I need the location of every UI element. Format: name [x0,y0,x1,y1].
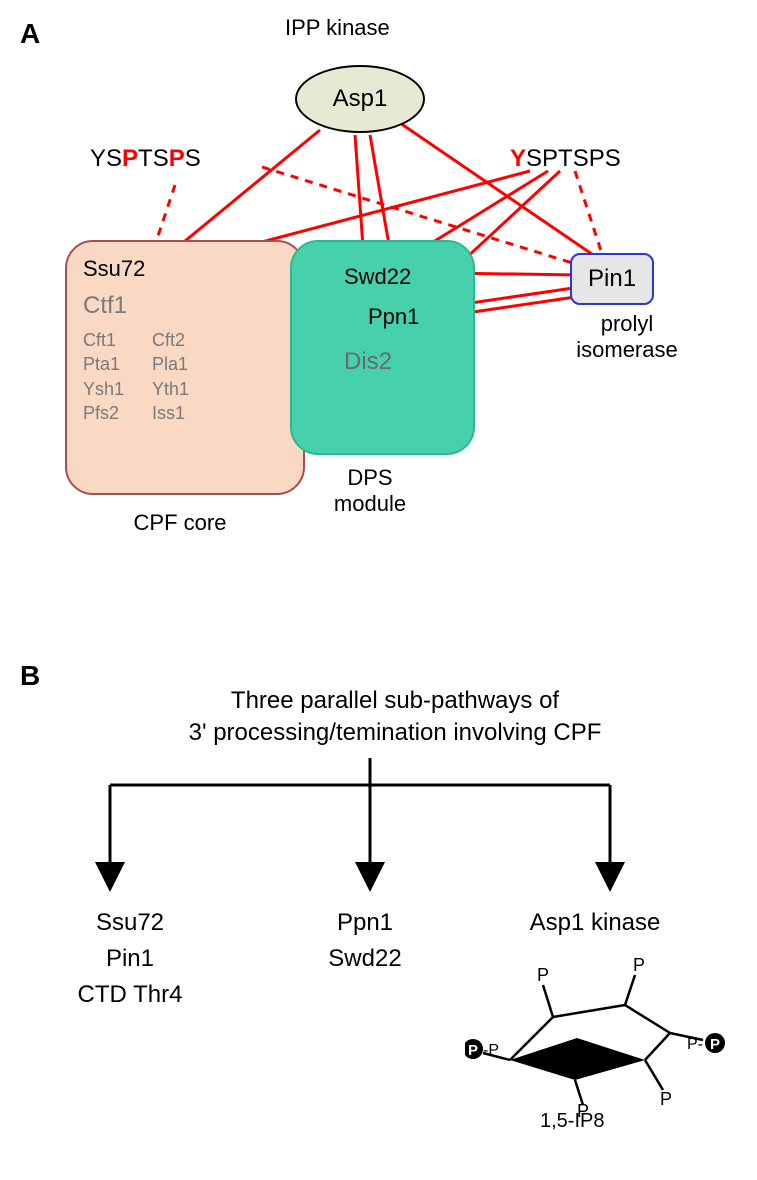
panel-b-headline: Three parallel sub-pathways of 3' proces… [85,685,705,750]
cpf-subunit: Cft2 [152,328,189,352]
pathway-item: Asp1 kinase [480,905,710,941]
svg-text:P: P [633,955,645,975]
ssu72-node: Ssu72 [83,256,287,282]
pathway-col-1: Ssu72 Pin1 CTD Thr4 [40,905,220,1013]
ip8-label: 1,5-IP8 [540,1110,604,1133]
ppn1-node: Ppn1 [368,304,457,330]
cpf-subunit: Pta1 [83,352,124,376]
panel-b: Three parallel sub-pathways of 3' proces… [0,680,757,1180]
pathway-col-2: Ppn1 Swd22 [280,905,450,977]
pathway-item: Ppn1 [280,905,450,941]
dps-module-label: DPS module [320,465,420,517]
svg-text:P: P [468,1042,478,1059]
cpf-subunit: Iss1 [152,401,189,425]
cpf-core-label: CPF core [110,510,250,536]
cpf-subunit: Pfs2 [83,401,124,425]
pathway-col-3: Asp1 kinase [480,905,710,941]
ctd-sequence-left: YSPTSPS [90,145,201,173]
ctd-sequence-right: YSPTSPS [510,145,621,173]
dis2-text: Dis2 [344,348,457,376]
pathway-item: Swd22 [280,941,450,977]
cpf-subunit: Ysh1 [83,377,124,401]
cpf-subunit: Yth1 [152,377,189,401]
svg-text:P: P [710,1036,720,1053]
prolyl-isomerase-label: prolyl isomerase [562,311,692,363]
ipp-kinase-label: IPP kinase [285,15,390,41]
cpf-subunit: Pla1 [152,352,189,376]
dps-module-box: Swd22 Ppn1 Dis2 [290,240,475,455]
pathway-item: CTD Thr4 [40,977,220,1013]
swd22-node: Swd22 [344,264,457,290]
svg-text:P: P [537,965,549,985]
svg-text:P: P [660,1089,672,1109]
asp1-node: Asp1 [295,65,425,133]
pathway-tree [50,750,690,900]
ip8-structure-icon: P P P P P -P P P- [465,945,725,1120]
asp1-text: Asp1 [333,85,388,113]
ctf1-text: Ctf1 [83,292,287,320]
cpf-subunit: Cft1 [83,328,124,352]
svg-text:P-: P- [687,1036,703,1053]
panel-a: IPP kinase Asp1 YSPTSPS YSPTSPS Ssu72 Ct… [0,15,757,595]
svg-text:-P: -P [483,1042,499,1059]
pathway-item: Pin1 [40,941,220,977]
cpf-core-box: Ssu72 Ctf1 Cft1 Pta1 Ysh1 Pfs2 Cft2 Pla1… [65,240,305,495]
pathway-item: Ssu72 [40,905,220,941]
pin1-node: Pin1 [570,253,654,305]
